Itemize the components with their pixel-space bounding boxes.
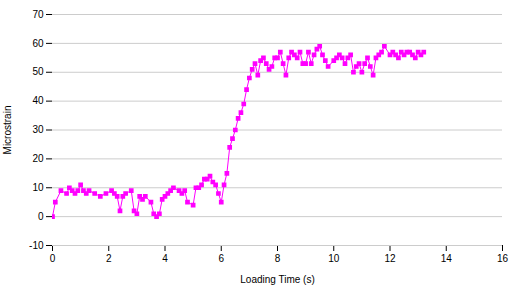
svg-text:70: 70: [32, 9, 44, 20]
svg-text:6: 6: [218, 253, 224, 264]
svg-text:60: 60: [32, 38, 44, 49]
svg-text:2: 2: [106, 253, 112, 264]
svg-text:16: 16: [497, 253, 509, 264]
svg-text:0: 0: [50, 253, 56, 264]
svg-text:8: 8: [275, 253, 281, 264]
svg-text:50: 50: [32, 66, 44, 77]
svg-text:Loading Time (s): Loading Time (s): [240, 274, 314, 285]
svg-text:30: 30: [32, 124, 44, 135]
svg-text:Microstrain: Microstrain: [2, 106, 13, 155]
svg-text:10: 10: [328, 253, 340, 264]
svg-text:40: 40: [32, 95, 44, 106]
svg-text:-10: -10: [29, 240, 44, 251]
svg-text:14: 14: [441, 253, 453, 264]
svg-text:10: 10: [32, 182, 44, 193]
svg-text:4: 4: [162, 253, 168, 264]
svg-text:0: 0: [38, 211, 44, 222]
svg-text:20: 20: [32, 153, 44, 164]
svg-text:12: 12: [384, 253, 396, 264]
